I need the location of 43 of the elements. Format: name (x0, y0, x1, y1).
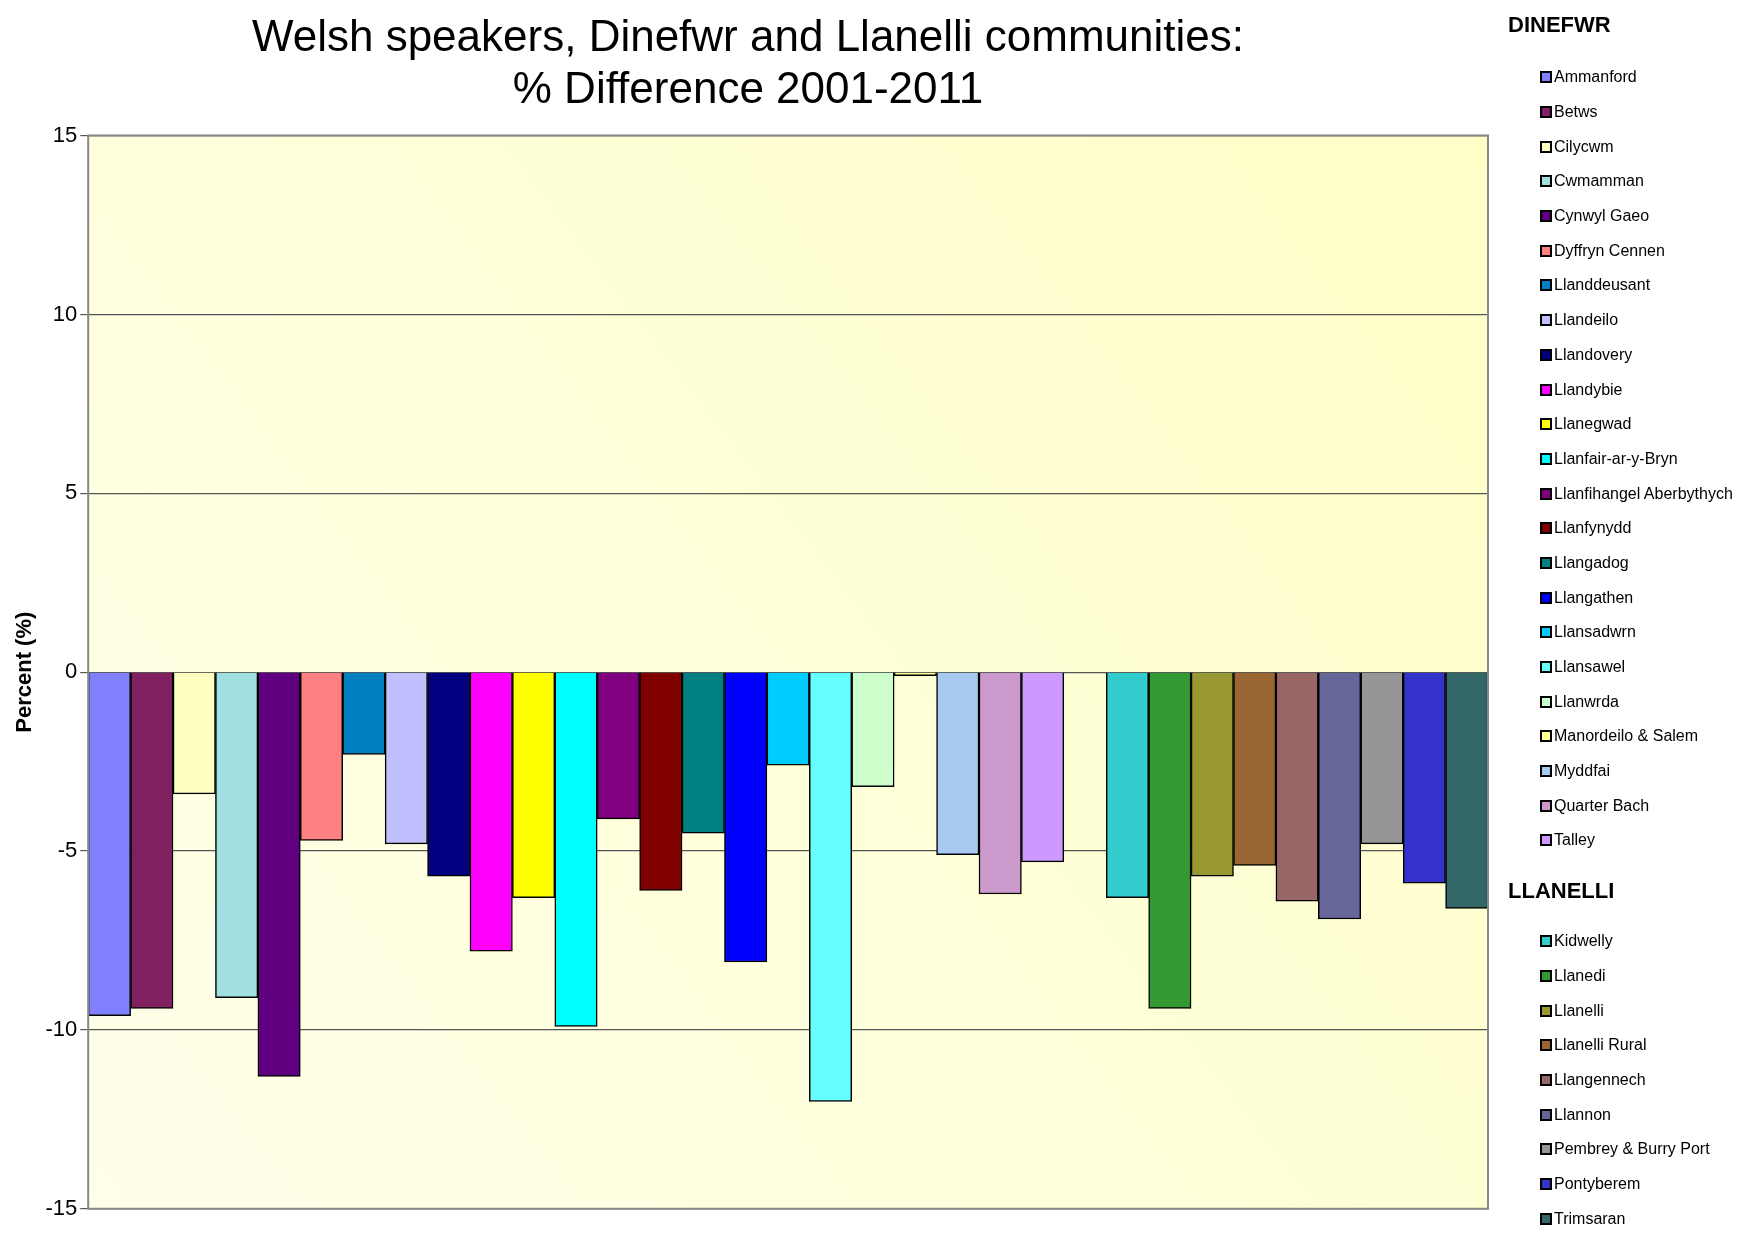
y-tick-label: -10 (45, 1016, 78, 1041)
legend-label: Llanfihangel Aberbythych (1554, 484, 1733, 503)
legend-label: Dyffryn Cennen (1554, 241, 1665, 260)
legend-label: Llanfynydd (1554, 519, 1632, 538)
legend-label: Trimsaran (1554, 1209, 1626, 1228)
legend-label: Ammanford (1554, 68, 1637, 87)
legend-label: Talley (1554, 831, 1595, 850)
legend-label: Llanwrda (1554, 692, 1619, 711)
text: LLANELLI (1508, 877, 1616, 904)
legend-label: Cynwyl Gaeo (1554, 207, 1650, 226)
legend-label: Llanddeusant (1554, 276, 1651, 295)
y-tick-label: 10 (52, 300, 78, 326)
legend-label: Kidwelly (1554, 932, 1613, 951)
y-tick-label: -15 (45, 1194, 78, 1220)
legend-label: Llanedi (1554, 966, 1606, 985)
legend-label: Llangathen (1554, 588, 1634, 607)
legend-label: Manordeilo & Salem (1554, 727, 1699, 746)
legend-label: Llangadog (1554, 553, 1629, 572)
legend-label: Llandovery (1554, 345, 1633, 364)
legend-label: Llannon (1554, 1105, 1611, 1124)
legend-label: Cwmamman (1554, 172, 1644, 191)
y-tick-label: -5 (57, 837, 78, 863)
legend-label: Llanelli (1554, 1001, 1604, 1020)
legend-label: Llanelli Rural (1554, 1036, 1647, 1055)
legend-label: Llansadwrn (1554, 623, 1636, 642)
y-tick-label: 15 (52, 121, 78, 147)
legend-label: Cilycwm (1554, 137, 1614, 156)
legend-label: Llandeilo (1554, 311, 1619, 330)
legend-label: Myddfai (1554, 762, 1611, 781)
legend-label: Llandybie (1554, 380, 1623, 399)
y-axis-title: Percent (%) (11, 611, 37, 733)
text: DINEFWR (1508, 12, 1612, 38)
legend-label: Pontyberem (1554, 1174, 1641, 1193)
legend-label: Llanegwad (1554, 415, 1632, 434)
legend-label: Pembrey & Burry Port (1554, 1140, 1710, 1159)
legend-label: Llansawel (1554, 658, 1626, 677)
y-tick-label: 5 (64, 479, 78, 505)
legend-label: Quarter Bach (1554, 796, 1650, 815)
chart-title: Welsh speakers, Dinefwr and Llanelli communities: % Difference 2001-2011 (251, 10, 1245, 113)
y-tick-label: 0 (64, 658, 78, 684)
legend-label: Llanfair-ar-y-Bryn (1554, 449, 1678, 468)
legend-label: Llangennech (1554, 1070, 1646, 1089)
legend-label: Betws (1554, 103, 1598, 122)
